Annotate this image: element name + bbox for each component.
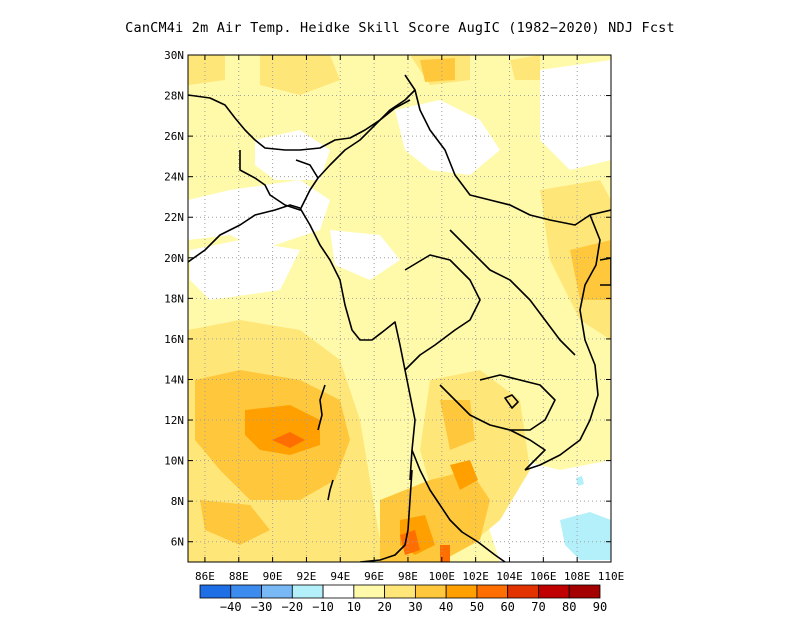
malay-peninsula-coast bbox=[359, 469, 413, 562]
lon-label: 94E bbox=[330, 570, 350, 583]
colorbar-label: −20 bbox=[281, 600, 303, 614]
bangladesh-border bbox=[239, 150, 319, 211]
lat-label: 22N bbox=[164, 211, 184, 224]
colorbar-label: 60 bbox=[500, 600, 514, 614]
gulf-of-thailand-coast bbox=[439, 384, 546, 471]
colorbar-swatch bbox=[568, 584, 601, 599]
lon-label: 96E bbox=[364, 570, 384, 583]
colorbar-swatch bbox=[445, 584, 478, 599]
india-border bbox=[188, 94, 411, 151]
colorbar-swatch bbox=[538, 584, 570, 599]
lat-label: 10N bbox=[164, 455, 184, 468]
hainan-coast bbox=[599, 257, 611, 286]
lat-label: 26N bbox=[164, 130, 184, 143]
lat-label: 30N bbox=[164, 49, 184, 62]
no-skill-region bbox=[330, 230, 400, 280]
colorbar-label: 20 bbox=[377, 600, 391, 614]
longitude-axis: 86E 88E 90E 92E 94E 96E 98E 100E 102E 104E 106E 108… bbox=[195, 55, 624, 583]
skill-30-40-region bbox=[200, 500, 270, 545]
nicobar-islands bbox=[327, 479, 334, 501]
skill-20-30-region bbox=[510, 55, 540, 80]
colorbar-label: 80 bbox=[562, 600, 576, 614]
lat-label: 28N bbox=[164, 90, 184, 103]
colorbar-swatch bbox=[476, 584, 509, 599]
lon-label: 110E bbox=[598, 570, 625, 583]
lon-label: 88E bbox=[229, 570, 249, 583]
latitude-axis: 30N 28N 26N 24N 22N 20N 18N 16N 14N 12N 10N 8N 6N bbox=[164, 49, 611, 549]
skill-30-40-region bbox=[420, 58, 455, 82]
skill-50-60-region bbox=[440, 545, 450, 562]
colorbar-swatch bbox=[507, 584, 539, 599]
colorbar-label: 40 bbox=[439, 600, 453, 614]
lat-label: 24N bbox=[164, 171, 184, 184]
lon-label: 106E bbox=[530, 570, 557, 583]
colorbar-swatch bbox=[230, 584, 262, 599]
colorbar-swatch bbox=[291, 584, 324, 599]
negative-skill-region bbox=[576, 476, 584, 486]
lon-label: 98E bbox=[398, 570, 418, 583]
colorbar-label: 30 bbox=[408, 600, 422, 614]
colorbar-label: 70 bbox=[531, 600, 545, 614]
colorbar-label: 90 bbox=[593, 600, 607, 614]
no-skill-region bbox=[540, 60, 611, 170]
lon-label: 102E bbox=[462, 570, 489, 583]
lat-label: 16N bbox=[164, 333, 184, 346]
negative-skill-region bbox=[560, 512, 611, 560]
cambodia-border bbox=[479, 374, 556, 431]
colorbar-label: 50 bbox=[470, 600, 484, 614]
colorbar-label: −40 bbox=[220, 600, 242, 614]
colorbar-label: 10 bbox=[347, 600, 361, 614]
lon-label: 104E bbox=[496, 570, 523, 583]
colorbar-swatch bbox=[261, 584, 293, 599]
colorbar-swatch bbox=[353, 584, 386, 599]
skill-score-field bbox=[188, 55, 611, 562]
colorbar-swatch bbox=[384, 584, 416, 599]
lon-label: 108E bbox=[564, 570, 591, 583]
colorbar-swatch bbox=[199, 584, 232, 599]
skill-30-40-region bbox=[440, 400, 475, 450]
map-title: CanCM4i 2m Air Temp. Heidke Skill Score … bbox=[125, 20, 675, 36]
colorbar-swatch bbox=[414, 584, 447, 599]
lat-label: 14N bbox=[164, 373, 184, 386]
lon-label: 100E bbox=[429, 570, 456, 583]
myanmar-coast bbox=[299, 207, 416, 481]
andaman-islands bbox=[317, 384, 326, 431]
no-skill-region bbox=[395, 100, 500, 175]
lat-label: 12N bbox=[164, 414, 184, 427]
lon-label: 86E bbox=[195, 570, 215, 583]
lon-label: 92E bbox=[297, 570, 317, 583]
coastlines bbox=[188, 74, 611, 562]
vietnam-coast bbox=[524, 214, 601, 471]
lat-label: 18N bbox=[164, 292, 184, 305]
skill-20-30-region bbox=[188, 55, 225, 85]
lat-label: 6N bbox=[171, 536, 184, 549]
myanmar-border bbox=[317, 74, 416, 179]
laos-border bbox=[449, 229, 576, 356]
lat-label: 20N bbox=[164, 252, 184, 265]
colorbar: −40 −30 −20 −10 10 20 30 40 50 60 70 80 90 bbox=[199, 584, 607, 614]
bay-of-bengal-coast bbox=[188, 204, 301, 263]
thailand-border bbox=[404, 254, 481, 371]
skill-40-50-region bbox=[245, 405, 320, 455]
skill-40-50-region bbox=[450, 460, 478, 490]
skill-20-30-region bbox=[260, 55, 340, 95]
colorbar-label: −30 bbox=[251, 600, 273, 614]
skill-50-60-region bbox=[400, 530, 420, 555]
lon-label: 90E bbox=[263, 570, 283, 583]
map-frame bbox=[187, 54, 612, 563]
lat-label: 8N bbox=[171, 495, 184, 508]
colorbar-label: −10 bbox=[312, 600, 334, 614]
colorbar-swatch bbox=[322, 584, 355, 599]
china-border bbox=[414, 89, 611, 226]
tonle-sap-lake bbox=[504, 394, 519, 409]
skill-50-60-region bbox=[272, 432, 305, 448]
malay-peninsula-coast bbox=[411, 449, 506, 562]
